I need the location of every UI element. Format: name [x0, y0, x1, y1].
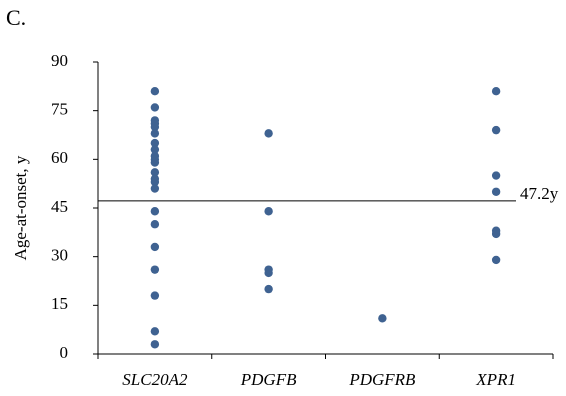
point — [491, 125, 501, 135]
point — [150, 327, 160, 336]
panel-label: C. — [6, 5, 26, 30]
y-tick-label: 75 — [51, 100, 68, 119]
point — [491, 187, 501, 196]
point — [491, 171, 501, 180]
point — [491, 255, 501, 265]
point — [264, 284, 273, 294]
point — [150, 87, 160, 96]
point — [264, 207, 273, 216]
y-axis-label: Age-at-onset, y — [11, 155, 30, 260]
point — [150, 220, 160, 229]
y-tick-label: 45 — [51, 197, 68, 216]
y-tick-label: 30 — [51, 246, 68, 265]
y-tick-label: 60 — [51, 148, 68, 167]
x-tick-label: SLC20A2 — [122, 370, 188, 389]
y-tick-label: 0 — [60, 343, 69, 362]
point — [150, 207, 160, 216]
point — [491, 87, 501, 96]
point — [150, 145, 160, 154]
reference-label: 47.2y — [520, 184, 559, 203]
y-tick-label: 15 — [51, 294, 68, 313]
point — [150, 184, 160, 193]
point — [264, 268, 273, 278]
point — [150, 177, 160, 187]
point — [150, 103, 160, 112]
point — [491, 229, 501, 239]
point — [150, 265, 160, 274]
y-tick-label: 90 — [51, 51, 68, 70]
point — [150, 340, 160, 349]
x-tick-label: XPR1 — [475, 370, 516, 389]
point — [150, 291, 160, 300]
x-tick-label: PDGFRB — [348, 370, 416, 389]
point — [264, 129, 273, 138]
point — [378, 314, 387, 323]
point — [150, 242, 160, 252]
point — [150, 158, 160, 167]
point — [150, 168, 160, 177]
point — [150, 122, 160, 132]
point — [150, 138, 160, 148]
point — [150, 129, 160, 138]
x-tick-label: PDGFB — [240, 370, 297, 389]
